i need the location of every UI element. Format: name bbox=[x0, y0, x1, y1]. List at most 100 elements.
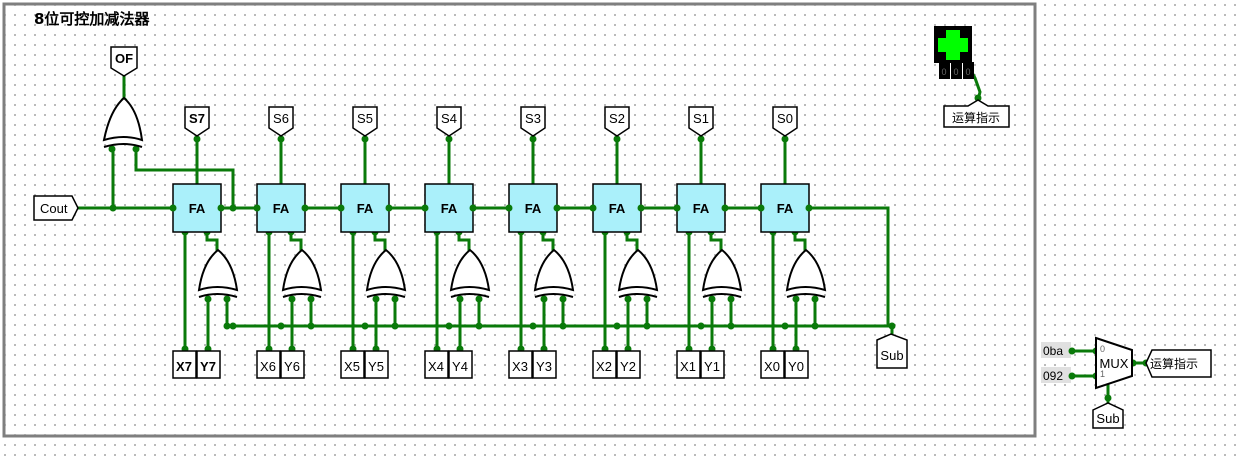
sum-label: S2 bbox=[609, 111, 625, 126]
y-input-label: Y7 bbox=[200, 359, 216, 374]
hex-digit-1: 0 bbox=[953, 67, 958, 77]
full-adder-4[interactable]: FA bbox=[424, 183, 474, 233]
sum-label: S5 bbox=[357, 111, 373, 126]
full-adder-5[interactable]: FA bbox=[340, 183, 390, 233]
y-input-pin-4[interactable]: Y4 bbox=[448, 350, 473, 379]
full-adder-6[interactable]: FA bbox=[256, 183, 306, 233]
y-input-pin-5[interactable]: Y5 bbox=[364, 350, 389, 379]
adder-stage-3: FA S3 X3 Y3 bbox=[505, 106, 575, 379]
x-input-pin-5[interactable]: X5 bbox=[340, 350, 365, 379]
full-adder-0[interactable]: FA bbox=[760, 183, 810, 233]
xor-gate-0[interactable] bbox=[785, 248, 827, 298]
sum-output-pin-5[interactable]: S5 bbox=[352, 106, 378, 137]
x-input-label: X5 bbox=[344, 359, 360, 374]
hex-digit-2: 0 bbox=[965, 67, 970, 77]
mux-sel-1: 1 bbox=[1100, 369, 1105, 379]
adder-stage-1: FA S1 X1 Y1 bbox=[673, 106, 743, 379]
mux-sel-0: 0 bbox=[1100, 344, 1105, 354]
hex-display-label: 运算指示 bbox=[952, 110, 1000, 125]
y-input-pin-6[interactable]: Y6 bbox=[280, 350, 305, 379]
constant-0-value: 0ba bbox=[1043, 344, 1063, 358]
y-input-label: Y2 bbox=[620, 359, 636, 374]
y-input-label: Y5 bbox=[368, 359, 384, 374]
x-input-label: X0 bbox=[764, 359, 780, 374]
full-adder-label: FA bbox=[609, 201, 626, 216]
sum-output-pin-7[interactable]: S7 bbox=[184, 106, 210, 137]
constant-0-box bbox=[1041, 342, 1071, 358]
sum-output-pin-0[interactable]: S0 bbox=[772, 106, 798, 137]
sum-label: S3 bbox=[525, 111, 541, 126]
sum-output-pin-4[interactable]: S4 bbox=[436, 106, 462, 137]
constant-1-value: 092 bbox=[1043, 369, 1063, 383]
sum-output-pin-2[interactable]: S2 bbox=[604, 106, 630, 137]
full-adder-label: FA bbox=[441, 201, 458, 216]
x-input-pin-2[interactable]: X2 bbox=[592, 350, 617, 379]
y-input-label: Y6 bbox=[284, 359, 300, 374]
y-input-pin-1[interactable]: Y1 bbox=[700, 350, 725, 379]
x-input-label: X2 bbox=[596, 359, 612, 374]
carry-out-label: Cout bbox=[40, 201, 68, 216]
xor-gate-3[interactable] bbox=[533, 248, 575, 298]
hex-digit-display: 0 0 0 bbox=[934, 26, 982, 102]
adder-stage-7: FA S7 X7 Y7 bbox=[169, 106, 239, 379]
mux-select-label: Sub bbox=[1096, 411, 1119, 426]
full-adder-1[interactable]: FA bbox=[676, 183, 726, 233]
constant-1-box bbox=[1041, 367, 1071, 383]
y-input-label: Y3 bbox=[536, 359, 552, 374]
full-adder-2[interactable]: FA bbox=[592, 183, 642, 233]
x-input-pin-0[interactable]: X0 bbox=[760, 350, 785, 379]
full-adder-label: FA bbox=[189, 201, 206, 216]
xor-gate-7[interactable] bbox=[197, 248, 239, 298]
x-input-label: X4 bbox=[428, 359, 444, 374]
xor-gate-2[interactable] bbox=[617, 248, 659, 298]
full-adder-3[interactable]: FA bbox=[508, 183, 558, 233]
y-input-pin-7[interactable]: Y7 bbox=[196, 350, 221, 379]
x-input-pin-1[interactable]: X1 bbox=[676, 350, 701, 379]
mux-output-tunnel[interactable]: 运算指示 bbox=[1145, 349, 1212, 378]
x-input-pin-6[interactable]: X6 bbox=[256, 350, 281, 379]
carry-out-pin[interactable]: Cout bbox=[33, 195, 79, 221]
xor-gate-4[interactable] bbox=[449, 248, 491, 298]
adder-stages: FA S7 X7 Y7 FA S6 X6 Y6 FA S5 X5 Y5 FA S4 X4 Y4 FA S3 X3 Y3… bbox=[169, 106, 827, 379]
y-input-pin-3[interactable]: Y3 bbox=[532, 350, 557, 379]
x-input-pin-4[interactable]: X4 bbox=[424, 350, 449, 379]
y-input-pin-0[interactable]: Y0 bbox=[784, 350, 809, 379]
x-input-pin-3[interactable]: X3 bbox=[508, 350, 533, 379]
full-adder-label: FA bbox=[525, 201, 542, 216]
xor-gate-6[interactable] bbox=[281, 248, 323, 298]
sum-output-pin-3[interactable]: S3 bbox=[520, 106, 546, 137]
sub-input-pin[interactable]: Sub bbox=[876, 333, 908, 369]
x-input-label: X6 bbox=[260, 359, 276, 374]
adder-stage-2: FA S2 X2 Y2 bbox=[589, 106, 659, 379]
mux-label: MUX bbox=[1100, 356, 1129, 371]
y-input-pin-2[interactable]: Y2 bbox=[616, 350, 641, 379]
sum-output-pin-6[interactable]: S6 bbox=[268, 106, 294, 137]
mux-select-tunnel[interactable]: Sub bbox=[1092, 402, 1124, 429]
hex-display-tunnel[interactable]: 运算指示 bbox=[943, 99, 1010, 128]
overflow-output-pin[interactable]: OF bbox=[110, 46, 138, 77]
hex-display-segments bbox=[938, 30, 968, 60]
y-input-label: Y1 bbox=[704, 359, 720, 374]
subcircuit-frame bbox=[2, 2, 1037, 438]
overflow-label: OF bbox=[115, 51, 133, 66]
sum-label: S4 bbox=[441, 111, 457, 126]
sum-label: S0 bbox=[777, 111, 793, 126]
hex-digit-0: 0 bbox=[941, 67, 946, 77]
adder-stage-0: FA S0 X0 Y0 bbox=[757, 106, 827, 379]
sum-label: S1 bbox=[693, 111, 709, 126]
x-input-label: X3 bbox=[512, 359, 528, 374]
overflow-xor-gate[interactable] bbox=[102, 96, 144, 148]
multiplexer[interactable]: 0 1 MUX bbox=[1095, 336, 1133, 390]
mux-output-label: 运算指示 bbox=[1150, 356, 1198, 371]
sum-output-pin-1[interactable]: S1 bbox=[688, 106, 714, 137]
sub-label: Sub bbox=[880, 348, 903, 363]
x-input-pin-7[interactable]: X7 bbox=[172, 350, 197, 379]
full-adder-7[interactable]: FA bbox=[172, 183, 222, 233]
xor-gate-5[interactable] bbox=[365, 248, 407, 298]
x-input-label: X7 bbox=[176, 359, 192, 374]
xor-gate-1[interactable] bbox=[701, 248, 743, 298]
y-input-label: Y0 bbox=[788, 359, 804, 374]
full-adder-label: FA bbox=[777, 201, 794, 216]
adder-stage-4: FA S4 X4 Y4 bbox=[421, 106, 491, 379]
